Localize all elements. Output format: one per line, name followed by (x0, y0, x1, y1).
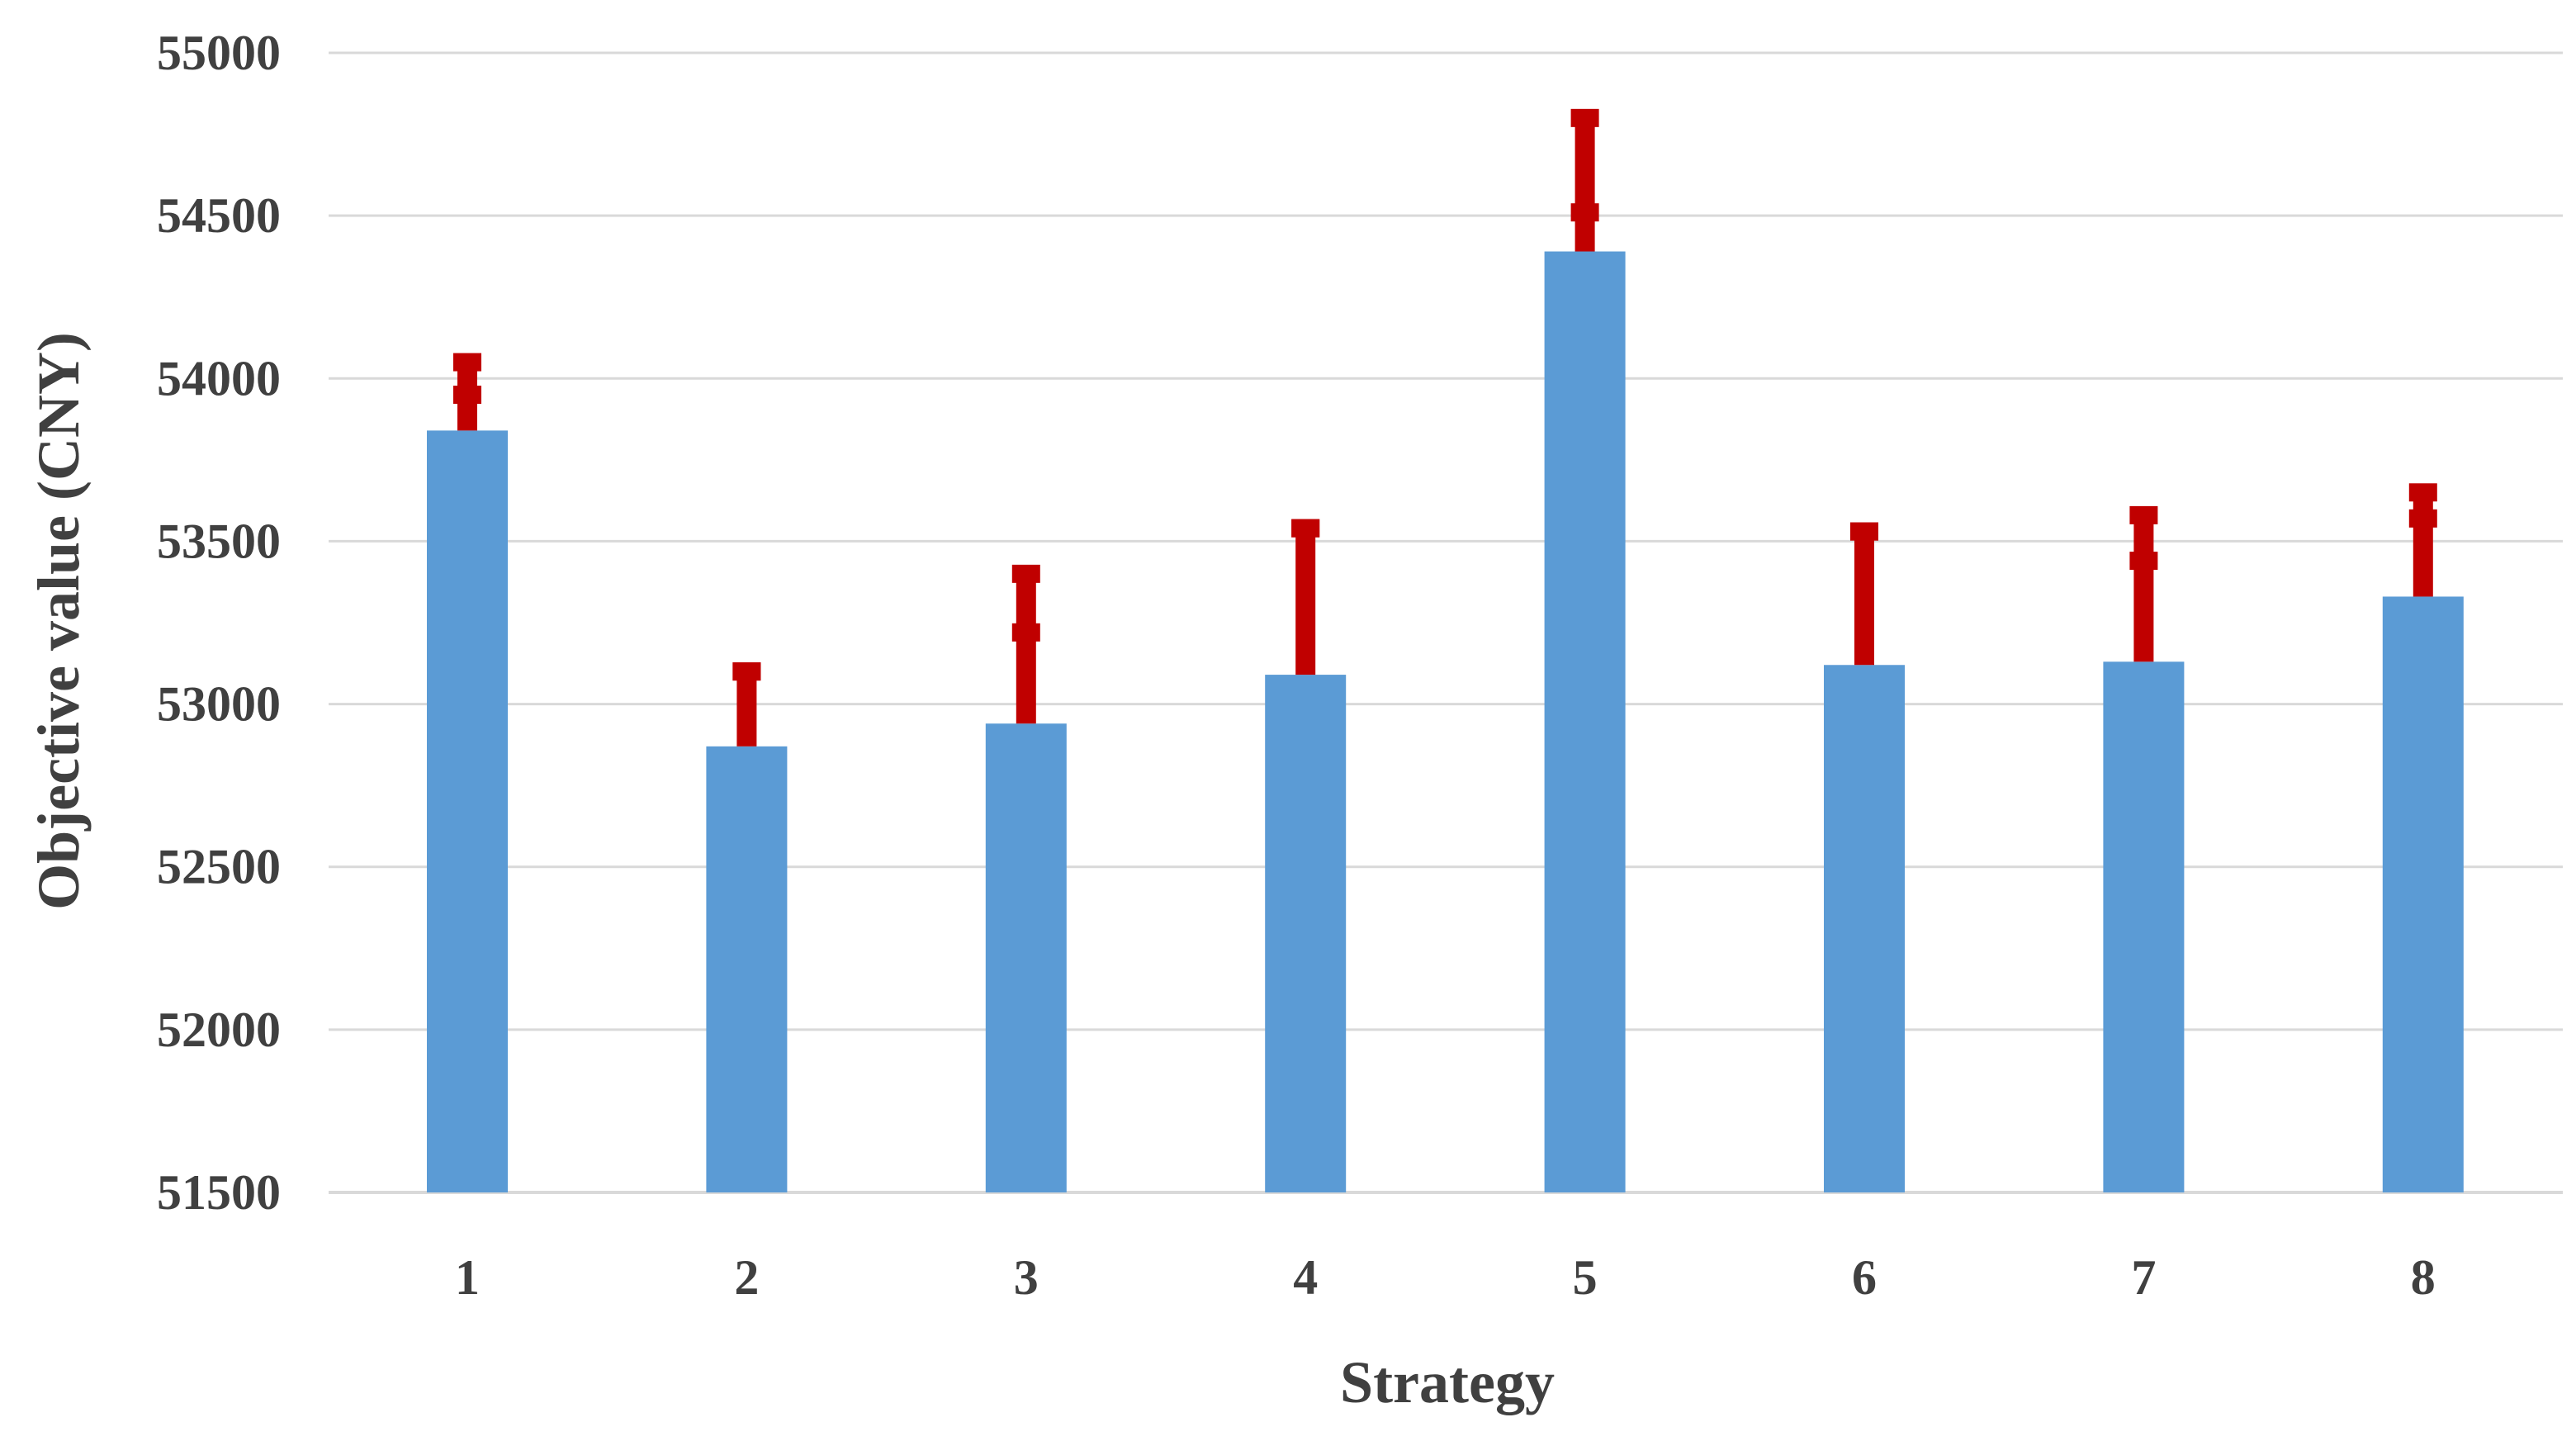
x-tick-label: 6 (1852, 1250, 1877, 1305)
y-tick-label: 52500 (157, 840, 281, 894)
error-bar (1574, 117, 1595, 252)
y-tick-label: 54000 (157, 351, 281, 405)
error-bar (1854, 531, 1874, 666)
error-marker (1011, 564, 1040, 583)
x-tick-label: 7 (2131, 1250, 2156, 1305)
error-marker (1850, 522, 1878, 541)
x-tick-label: 1 (455, 1250, 480, 1305)
error-marker (2408, 483, 2437, 502)
error-marker (1570, 108, 1599, 127)
bar (2103, 661, 2185, 1192)
x-tick-label: 2 (734, 1250, 759, 1305)
bar (1265, 675, 1347, 1192)
bar (1544, 251, 1626, 1192)
error-marker (1011, 623, 1040, 642)
x-tick-label: 3 (1014, 1250, 1039, 1305)
error-marker (2129, 505, 2158, 524)
y-tick-label: 53500 (157, 514, 281, 568)
bar (706, 746, 788, 1192)
x-axis-title: Strategy (1340, 1349, 1555, 1415)
error-marker (2129, 552, 2158, 571)
bars (427, 251, 2464, 1192)
error-bar (1295, 528, 1316, 675)
error-marker (453, 386, 481, 404)
gridlines (329, 51, 2563, 1194)
x-tick-label: 4 (1293, 1250, 1318, 1305)
y-axis-tick-labels: 51500 52000 52500 53000 53500 54000 54500 55000 (157, 26, 281, 1220)
y-tick-label: 52000 (157, 1003, 281, 1057)
error-marker (2408, 509, 2437, 528)
y-tick-label: 54500 (157, 188, 281, 243)
error-bars (453, 108, 2437, 747)
bar (985, 723, 1067, 1192)
bar (427, 430, 508, 1192)
y-tick-label: 55000 (157, 26, 281, 80)
error-marker (732, 662, 761, 681)
y-tick-label: 51500 (157, 1165, 281, 1220)
x-tick-label: 5 (1573, 1250, 1598, 1305)
error-bar (1016, 573, 1036, 724)
x-axis-tick-labels: 1 2 3 4 5 6 7 8 (455, 1250, 2436, 1305)
y-axis-title: Objective value (CNY) (26, 332, 92, 910)
error-bar (2413, 492, 2433, 597)
error-bar (736, 671, 757, 747)
error-marker (453, 353, 481, 372)
x-tick-label: 8 (2411, 1250, 2436, 1305)
error-marker (1291, 519, 1320, 538)
bar (2382, 596, 2464, 1192)
error-bar (2133, 514, 2154, 662)
y-tick-label: 53000 (157, 677, 281, 732)
error-marker (1570, 203, 1599, 222)
bar (1824, 665, 1905, 1192)
